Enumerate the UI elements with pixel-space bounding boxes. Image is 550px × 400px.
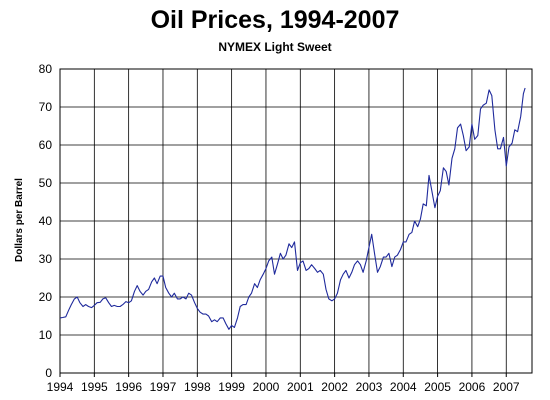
x-tick-label: 1999 <box>218 380 245 394</box>
y-tick-label: 20 <box>39 290 53 304</box>
chart-title: Oil Prices, 1994-2007 <box>150 6 400 34</box>
x-tick-label: 2007 <box>493 380 520 394</box>
y-tick-label: 50 <box>39 176 53 190</box>
y-tick-label: 30 <box>39 252 53 266</box>
x-tick-label: 2005 <box>424 380 451 394</box>
x-tick-label: 2004 <box>390 380 417 394</box>
chart-subtitle: NYMEX Light Sweet <box>218 40 332 54</box>
x-tick-label: 1998 <box>184 380 211 394</box>
x-tick-label: 2002 <box>321 380 348 394</box>
x-tick-label: 2006 <box>459 380 486 394</box>
price-series-line <box>59 87 526 330</box>
y-axis-label: Dollars per Barrel <box>14 178 25 262</box>
x-tick-label: 2003 <box>356 380 383 394</box>
x-tick-label: 1997 <box>150 380 177 394</box>
y-tick-label: 10 <box>39 328 53 342</box>
x-tick-label: 1994 <box>47 380 74 394</box>
y-tick-label: 40 <box>39 214 53 228</box>
x-tick-label: 1995 <box>81 380 108 394</box>
y-tick-label: 60 <box>39 138 53 152</box>
y-tick-label: 80 <box>39 62 53 76</box>
x-tick-label: 2001 <box>287 380 314 394</box>
x-tick-label: 2000 <box>253 380 280 394</box>
y-tick-label: 70 <box>39 100 53 114</box>
x-tick-label: 1996 <box>115 380 142 394</box>
y-tick-label: 0 <box>45 366 52 380</box>
